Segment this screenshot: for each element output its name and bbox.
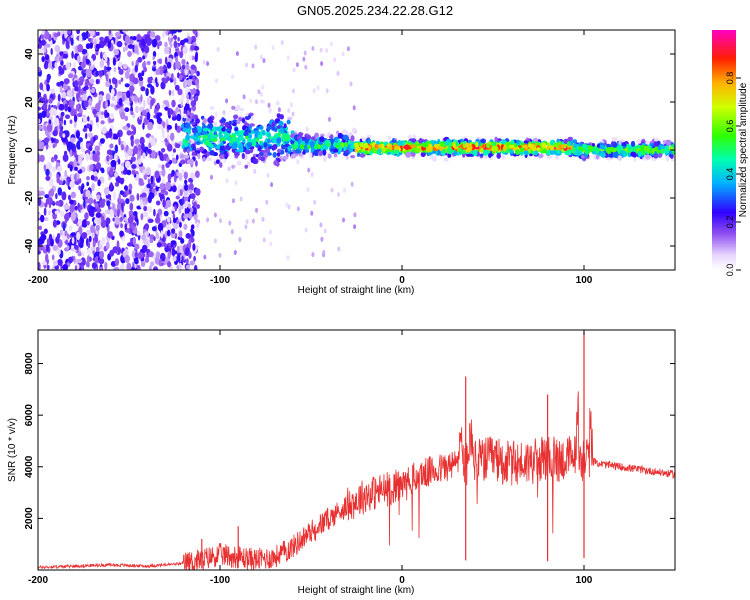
snr-line (38, 391, 675, 570)
x-tick-label: 100 (576, 275, 593, 286)
x-tick-label: 0 (399, 575, 405, 586)
snr-xlabel: Height of straight line (km) (298, 585, 415, 596)
y-tick-label: 40 (24, 48, 35, 60)
y-tick-label: 0 (24, 147, 35, 153)
colorbar-tick-label: 0.2 (725, 216, 735, 229)
heatmap-region-4 (572, 137, 675, 162)
spectrogram-xlabel: Height of straight line (km) (298, 285, 415, 296)
snr-series (38, 332, 675, 570)
y-tick-label: -40 (24, 238, 35, 253)
y-tick-label: 8000 (24, 352, 35, 375)
y-tick-label: 20 (24, 96, 35, 108)
heatmap-region-2 (290, 127, 359, 162)
x-tick-label: -200 (28, 275, 48, 286)
snr-frame (37, 329, 676, 571)
heatmap-region-0 (38, 30, 357, 270)
colorbar-tick-label: 0.4 (725, 168, 735, 181)
x-tick-label: 100 (576, 575, 593, 586)
x-tick-label: 0 (399, 275, 405, 286)
x-tick-label: -100 (210, 275, 230, 286)
y-tick-label: 4000 (24, 455, 35, 478)
snr-ylabel: SNR (10 * v/v) (7, 418, 18, 482)
colorbar-gradient (712, 30, 736, 270)
chart-title: GN05.2025.234.22.28.G12 (297, 3, 453, 18)
colorbar-ticks: 0.0 0.2 0.4 0.6 0.8 (725, 72, 741, 277)
snr-panel: -200 -100 0 100 2000 4000 6000 8000 Height of s… (7, 329, 676, 596)
x-tick-label: -200 (28, 575, 48, 586)
x-tick-label: -100 (210, 575, 230, 586)
colorbar-tick-label: 0.8 (725, 72, 735, 85)
y-tick-label: 2000 (24, 507, 35, 530)
heatmap-region-3 (354, 134, 578, 162)
heatmap-region-1 (180, 99, 296, 171)
heatmap-cells (38, 30, 675, 270)
colorbar-tick-label: 0.0 (725, 264, 735, 277)
y-tick-label: 6000 (24, 404, 35, 427)
spectrogram-ylabel: Frequency (Hz) (7, 116, 18, 185)
y-tick-label: -20 (24, 190, 35, 205)
colorbar-tick-label: 0.6 (725, 120, 735, 133)
colorbar-label: Normalized spectral amplitude (738, 82, 749, 217)
snr-ticks: -200 -100 0 100 2000 4000 6000 8000 (24, 330, 675, 586)
colorbar: 0.0 0.2 0.4 0.6 0.8 Normalized spectral ampl… (712, 30, 749, 276)
